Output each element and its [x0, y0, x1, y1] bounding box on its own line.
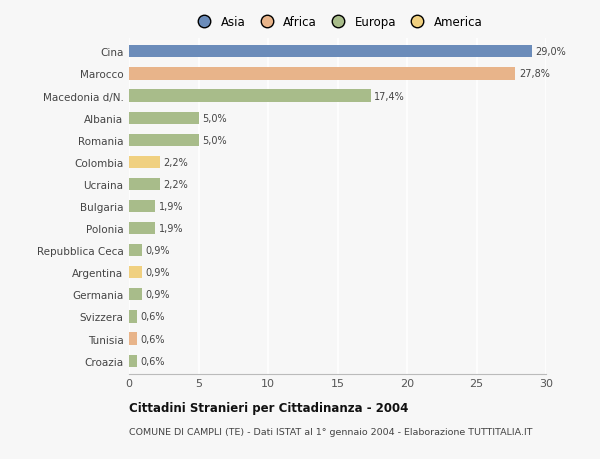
Bar: [129, 179, 160, 190]
Bar: [129, 68, 515, 80]
Bar: [129, 311, 137, 323]
Text: COMUNE DI CAMPLI (TE) - Dati ISTAT al 1° gennaio 2004 - Elaborazione TUTTITALIA.: COMUNE DI CAMPLI (TE) - Dati ISTAT al 1°…: [129, 427, 533, 436]
Text: 0,9%: 0,9%: [145, 246, 169, 256]
Text: 0,6%: 0,6%: [141, 356, 166, 366]
Text: 1,9%: 1,9%: [159, 224, 184, 234]
Bar: [129, 134, 199, 146]
Bar: [129, 333, 137, 345]
Text: 1,9%: 1,9%: [159, 202, 184, 212]
Text: 0,6%: 0,6%: [141, 312, 166, 322]
Text: 17,4%: 17,4%: [374, 91, 405, 101]
Text: 5,0%: 5,0%: [202, 113, 227, 123]
Text: 0,9%: 0,9%: [145, 268, 169, 278]
Bar: [129, 223, 155, 235]
Bar: [129, 245, 142, 257]
Text: Cittadini Stranieri per Cittadinanza - 2004: Cittadini Stranieri per Cittadinanza - 2…: [129, 401, 409, 414]
Text: 5,0%: 5,0%: [202, 135, 227, 146]
Bar: [129, 201, 155, 213]
Bar: [129, 157, 160, 168]
Legend: Asia, Africa, Europa, America: Asia, Africa, Europa, America: [192, 17, 483, 29]
Text: 0,6%: 0,6%: [141, 334, 166, 344]
Text: 2,2%: 2,2%: [163, 179, 188, 190]
Text: 0,9%: 0,9%: [145, 290, 169, 300]
Bar: [129, 112, 199, 124]
Bar: [129, 289, 142, 301]
Bar: [129, 90, 371, 102]
Bar: [129, 46, 532, 58]
Text: 27,8%: 27,8%: [519, 69, 550, 79]
Bar: [129, 355, 137, 367]
Text: 29,0%: 29,0%: [536, 47, 566, 57]
Text: 2,2%: 2,2%: [163, 157, 188, 168]
Bar: [129, 267, 142, 279]
